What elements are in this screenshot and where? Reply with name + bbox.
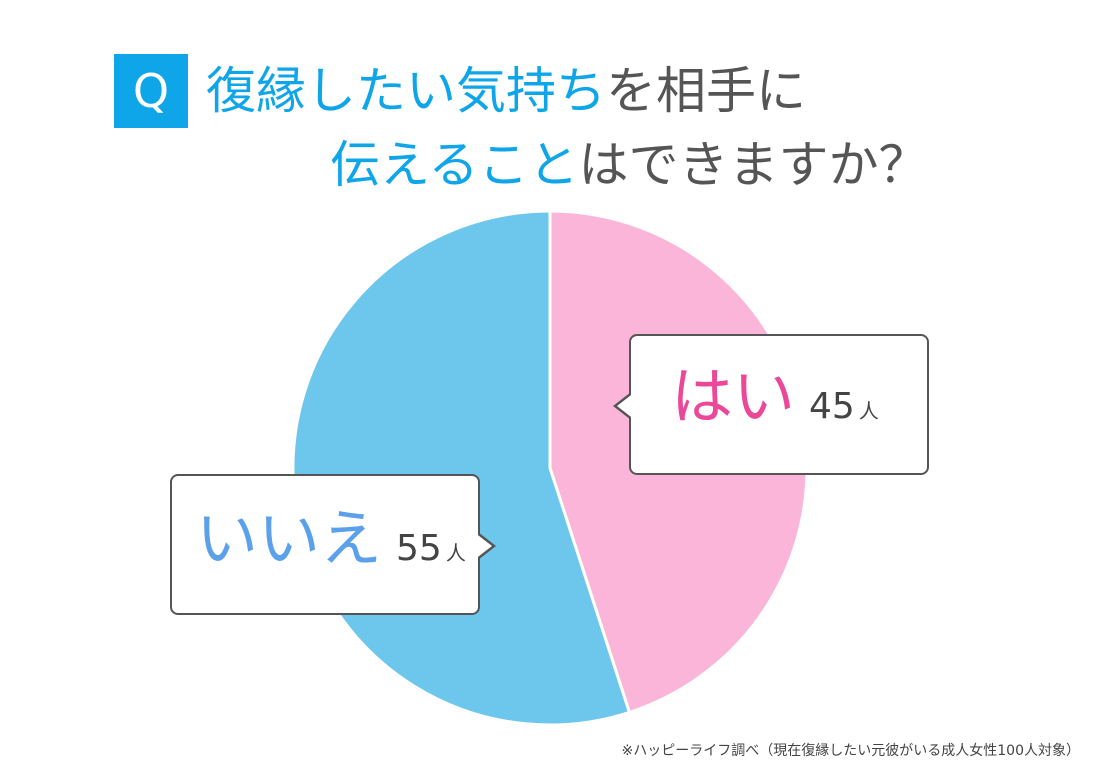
- unit-yes: 人: [858, 399, 879, 423]
- callout-no: いいえ 55 人: [170, 474, 496, 615]
- value-yes: 45: [809, 386, 855, 427]
- label-yes: はい: [671, 360, 796, 433]
- title-line-1-highlight: 復縁したい気持ち: [206, 62, 606, 120]
- value-no: 55: [396, 528, 442, 569]
- title-line-2: 伝えることはできますか？: [330, 140, 929, 190]
- unit-no: 人: [445, 541, 466, 565]
- title-line-1-plain: を相手に: [606, 62, 806, 120]
- footnote-source: ※ハッピーライフ調べ（現在復縁したい元彼がいる成人女性100人対象）: [621, 743, 1080, 759]
- callout-yes: はい 45 人: [613, 334, 929, 475]
- callout-no-tail-fill: [474, 532, 492, 560]
- title-line-2-highlight: 伝えること: [330, 136, 579, 194]
- label-no: いいえ: [196, 502, 383, 575]
- title-line-1: 復縁したい気持ちを相手に: [206, 66, 806, 116]
- title-line-2-plain: はできますか？: [578, 136, 929, 194]
- callout-yes-tail-fill: [617, 392, 635, 420]
- question-badge: Q: [114, 54, 188, 128]
